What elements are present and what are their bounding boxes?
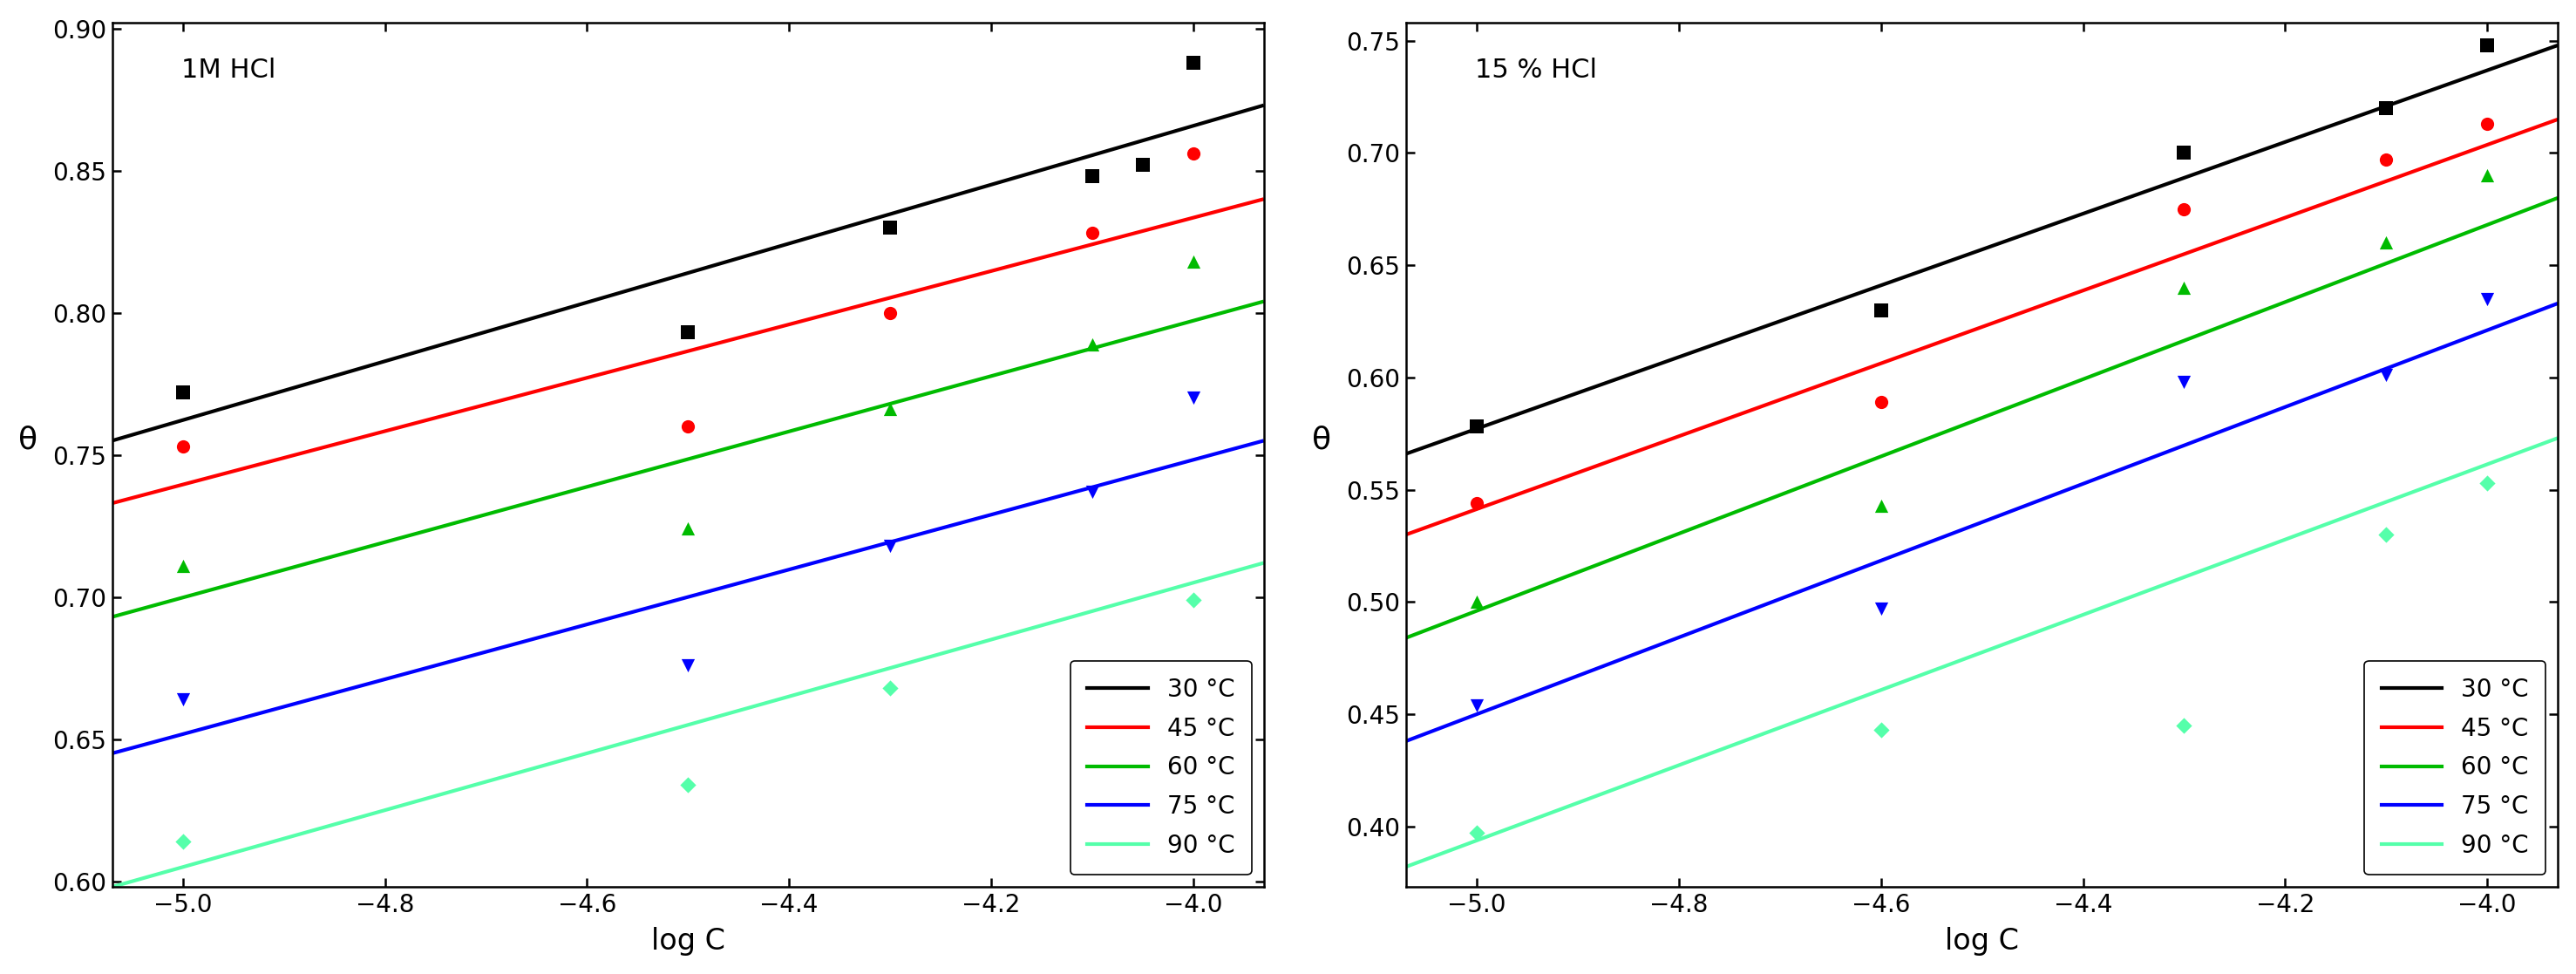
Point [162,385,204,400]
Point [1172,592,1213,608]
Point [2164,145,2205,161]
X-axis label: log C: log C [652,927,724,955]
X-axis label: log C: log C [1945,927,2020,955]
Point [667,325,708,341]
Point [1860,498,1901,513]
Point [1455,419,1497,434]
Point [1860,601,1901,617]
Legend: 30 °C, 45 °C, 60 °C, 75 °C, 90 °C: 30 °C, 45 °C, 60 °C, 75 °C, 90 °C [1069,660,1252,875]
Point [1172,391,1213,406]
Point [1072,169,1113,184]
Point [1072,336,1113,352]
Point [2465,116,2506,131]
Point [871,220,912,236]
Point [2365,527,2406,543]
Point [2465,168,2506,183]
Point [162,438,204,454]
Point [667,657,708,673]
Point [1860,394,1901,410]
Point [1123,157,1164,172]
Y-axis label: θ: θ [1311,426,1332,455]
Point [2164,202,2205,217]
Point [667,419,708,434]
Point [871,305,912,320]
Point [1860,302,1901,318]
Text: 15 % HCl: 15 % HCl [1476,57,1597,83]
Point [2365,367,2406,383]
Point [667,777,708,793]
Point [2465,475,2506,491]
Point [162,692,204,707]
Point [1072,683,1113,698]
Point [871,538,912,553]
Legend: 30 °C, 45 °C, 60 °C, 75 °C, 90 °C: 30 °C, 45 °C, 60 °C, 75 °C, 90 °C [2365,660,2545,875]
Point [1860,722,1901,737]
Point [1172,146,1213,162]
Point [1072,225,1113,241]
Point [1455,496,1497,511]
Point [1172,55,1213,70]
Point [2164,374,2205,390]
Point [2164,718,2205,733]
Point [2365,100,2406,116]
Point [2365,235,2406,250]
Point [1455,697,1497,713]
Text: 1M HCl: 1M HCl [180,57,276,83]
Point [1172,254,1213,270]
Point [1072,484,1113,500]
Point [871,680,912,695]
Point [2465,37,2506,53]
Point [667,521,708,537]
Point [2164,280,2205,295]
Y-axis label: θ: θ [18,426,39,455]
Point [162,834,204,849]
Point [2465,291,2506,307]
Point [1455,594,1497,610]
Point [1455,825,1497,841]
Point [2365,152,2406,168]
Point [871,401,912,417]
Point [162,558,204,574]
